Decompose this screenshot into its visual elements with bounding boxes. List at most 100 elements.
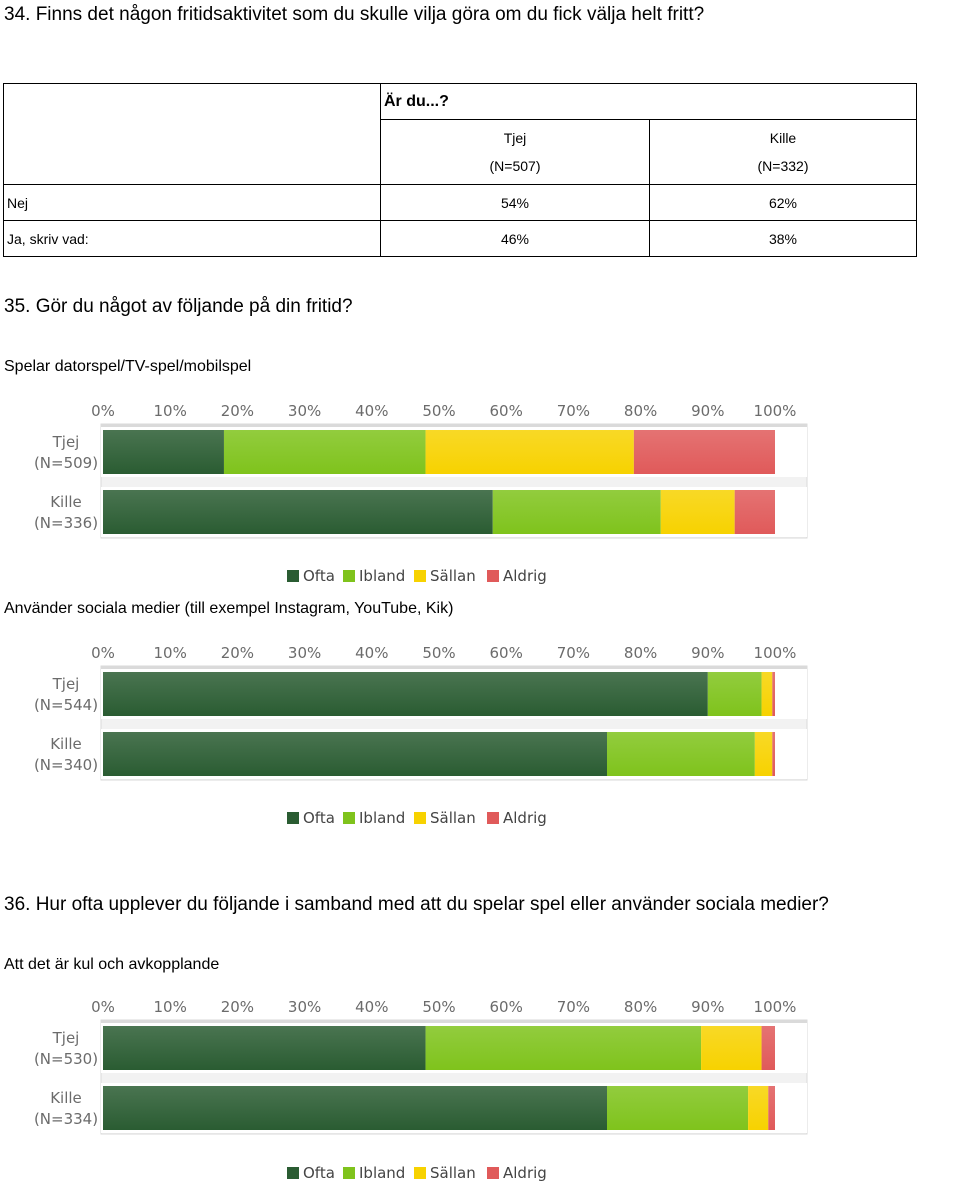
legend-label: Sällan <box>430 567 476 585</box>
x-tick-label: 30% <box>288 998 321 1016</box>
legend-swatch-sällan <box>414 812 426 824</box>
bar-kille-aldrig <box>734 490 775 534</box>
table-row: Ja, skriv vad: 46% 38% <box>3 220 917 257</box>
category-n-label: (N=509) <box>34 454 98 472</box>
bar-kille-ofta <box>103 490 493 534</box>
category-label: Tjej <box>52 1029 80 1047</box>
table-row: Nej 54% 62% <box>3 184 917 221</box>
category-label: Tjej <box>52 433 80 451</box>
x-tick-label: 0% <box>91 644 115 662</box>
legend-swatch-aldrig <box>487 1167 499 1179</box>
legend-swatch-ofta <box>287 812 299 824</box>
stacked-bar-chart-fun-relaxing: 0% 10% 20% 30% 40% 50% 60% 70% 80% 90% 100% Tjej (N=… <box>34 998 808 1182</box>
bar-tjej-ibland <box>425 1026 702 1070</box>
x-tick-label: 100% <box>754 402 797 420</box>
bar-kille-ofta <box>103 732 607 776</box>
category-label: Tjej <box>52 675 80 693</box>
x-tick-label: 0% <box>91 402 115 420</box>
bar-tjej-ibland <box>223 430 426 474</box>
x-tick-label: 50% <box>422 998 455 1016</box>
legend-label: Sällan <box>430 809 476 827</box>
x-tick-label: 30% <box>288 644 321 662</box>
bar-kille-ibland <box>492 490 661 534</box>
legend-label: Aldrig <box>503 567 547 585</box>
x-tick-label: 20% <box>221 402 254 420</box>
legend-swatch-sällan <box>414 1167 426 1179</box>
x-tick-label: 60% <box>490 998 523 1016</box>
legend-label: Aldrig <box>503 1164 547 1182</box>
bar-kille-sällan <box>748 1086 769 1130</box>
bar-kille-aldrig <box>772 732 775 776</box>
bar-tjej-ofta <box>103 1026 426 1070</box>
x-tick-label: 50% <box>422 402 455 420</box>
legend-swatch-ofta <box>287 1167 299 1179</box>
bar-tjej-ibland <box>707 672 762 716</box>
legend-label: Ibland <box>359 1164 405 1182</box>
legend-swatch-ofta <box>287 570 299 582</box>
x-tick-label: 40% <box>355 402 388 420</box>
legend-label: Aldrig <box>503 809 547 827</box>
x-tick-label: 70% <box>557 644 590 662</box>
group-header: Är du...? <box>380 83 917 120</box>
x-tick-label: 50% <box>422 644 455 662</box>
legend-label: Ofta <box>303 1164 335 1182</box>
plot-top-border <box>101 666 807 669</box>
legend-swatch-aldrig <box>487 812 499 824</box>
bar-tjej-sällan <box>761 672 773 716</box>
bar-tjej-aldrig <box>772 672 775 716</box>
question-34-title: 34. Finns det någon fritidsaktivitet som… <box>4 4 705 25</box>
x-tick-label: 30% <box>288 402 321 420</box>
bar-tjej-ofta <box>103 430 224 474</box>
x-tick-label: 70% <box>557 402 590 420</box>
x-tick-label: 100% <box>754 644 797 662</box>
chart-subtitle: Använder sociala medier (till exempel In… <box>4 600 454 617</box>
legend-label: Sällan <box>430 1164 476 1182</box>
category-n-label: (N=336) <box>34 514 98 532</box>
x-tick-label: 10% <box>154 644 187 662</box>
bar-tjej-aldrig <box>761 1026 775 1070</box>
category-label: Kille <box>50 493 82 511</box>
legend-swatch-sällan <box>414 570 426 582</box>
bar-kille-aldrig <box>768 1086 775 1130</box>
legend-swatch-aldrig <box>487 570 499 582</box>
x-tick-label: 70% <box>557 998 590 1016</box>
bar-tjej-ofta <box>103 672 708 716</box>
bar-kille-ofta <box>103 1086 607 1130</box>
category-n-label: (N=544) <box>34 696 98 714</box>
bar-tjej-aldrig <box>633 430 775 474</box>
column-header-kille: Kille (N=332) <box>649 119 917 185</box>
column-header-tjej: Tjej (N=507) <box>380 119 650 185</box>
category-n-label: (N=340) <box>34 756 98 774</box>
legend-label: Ibland <box>359 809 405 827</box>
question-36-title: 36. Hur ofta upplever du följande i samb… <box>4 894 829 915</box>
x-tick-label: 10% <box>154 402 187 420</box>
q34-table: Är du...? Tjej (N=507) Kille (N=332) Nej… <box>3 83 917 257</box>
bar-tjej-sällan <box>425 430 634 474</box>
question-35-title: 35. Gör du något av följande på din frit… <box>4 296 353 317</box>
x-tick-label: 90% <box>691 998 724 1016</box>
chart-subtitle: Spelar datorspel/TV-spel/mobilspel <box>4 358 252 375</box>
legend-label: Ibland <box>359 567 405 585</box>
category-n-label: (N=530) <box>34 1050 98 1068</box>
stacked-bar-chart-gaming: 0% 10% 20% 30% 40% 50% 60% 70% 80% 90% 100% Tjej (N=… <box>34 402 808 585</box>
bar-kille-ibland <box>607 732 755 776</box>
category-n-label: (N=334) <box>34 1110 98 1128</box>
x-tick-label: 90% <box>691 644 724 662</box>
x-tick-label: 60% <box>490 644 523 662</box>
plot-top-border <box>101 424 807 427</box>
x-tick-label: 60% <box>490 402 523 420</box>
legend-label: Ofta <box>303 567 335 585</box>
legend-swatch-ibland <box>343 812 355 824</box>
bar-kille-sällan <box>754 732 773 776</box>
x-tick-label: 80% <box>624 644 657 662</box>
x-tick-label: 80% <box>624 402 657 420</box>
legend-swatch-ibland <box>343 1167 355 1179</box>
legend-swatch-ibland <box>343 570 355 582</box>
category-label: Kille <box>50 735 82 753</box>
x-tick-label: 40% <box>355 644 388 662</box>
legend-label: Ofta <box>303 809 335 827</box>
bar-tjej-sällan <box>701 1026 762 1070</box>
bar-kille-ibland <box>607 1086 749 1130</box>
x-tick-label: 20% <box>221 644 254 662</box>
bar-kille-sällan <box>660 490 735 534</box>
